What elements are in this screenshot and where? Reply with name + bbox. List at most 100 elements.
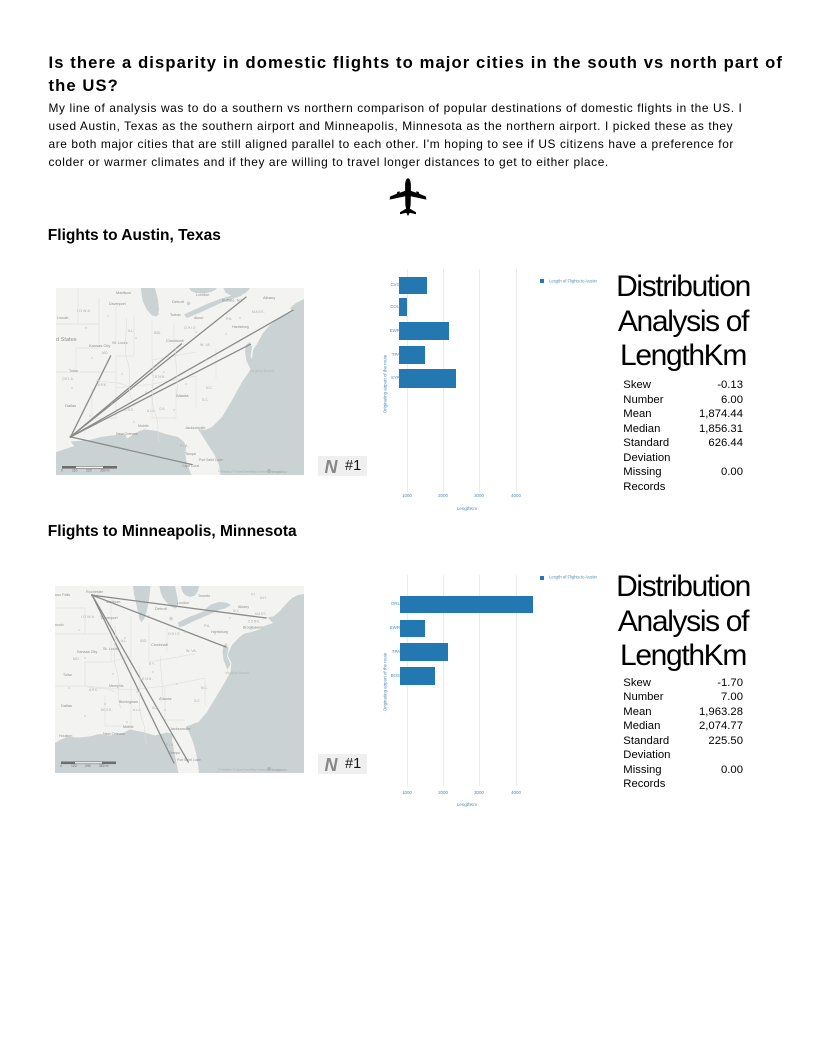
svg-text:N.C.: N.C. bbox=[206, 386, 213, 390]
svg-text:Tampa: Tampa bbox=[185, 452, 196, 456]
svg-text:0: 0 bbox=[60, 764, 62, 768]
svg-text:CONN.: CONN. bbox=[248, 619, 261, 623]
svg-text:Port Saint Lucie: Port Saint Lucie bbox=[199, 458, 223, 462]
svg-text:N.Y.: N.Y. bbox=[233, 609, 239, 613]
svg-text:Lincoln: Lincoln bbox=[57, 316, 68, 320]
svg-text:IOWA: IOWA bbox=[81, 615, 95, 619]
svg-text:KY.: KY. bbox=[149, 662, 156, 666]
svg-text:Atlanta: Atlanta bbox=[176, 393, 189, 398]
svg-text:Detroit: Detroit bbox=[155, 606, 168, 611]
svg-text:Buffalo, N.Y.: Buffalo, N.Y. bbox=[222, 298, 244, 303]
svg-text:Birmingham: Birmingham bbox=[119, 700, 138, 704]
svg-text:360 m: 360 m bbox=[99, 764, 109, 768]
svg-text:Tulsa: Tulsa bbox=[69, 369, 78, 373]
svg-text:Jacksonville: Jacksonville bbox=[170, 727, 190, 731]
svg-text:IOWA: IOWA bbox=[77, 309, 91, 313]
svg-text:IND.: IND. bbox=[154, 331, 161, 335]
svg-text:Mobile: Mobile bbox=[138, 424, 149, 428]
svg-text:Harrisburg: Harrisburg bbox=[232, 325, 249, 329]
svg-text:ALA.: ALA. bbox=[133, 708, 143, 712]
svg-text:P.A.: P.A. bbox=[226, 317, 232, 321]
svg-text:d States: d States bbox=[56, 337, 77, 343]
svg-text:Akron: Akron bbox=[194, 316, 203, 320]
svg-text:ILL.: ILL. bbox=[128, 329, 134, 333]
svg-text:St. Louis: St. Louis bbox=[103, 647, 118, 651]
svg-text:IND.: IND. bbox=[140, 639, 147, 643]
svg-text:OKLA.: OKLA. bbox=[62, 377, 75, 381]
svg-text:W. VA.: W. VA. bbox=[200, 343, 211, 347]
svg-text:120: 120 bbox=[71, 764, 77, 768]
svg-text:GA.: GA. bbox=[159, 407, 167, 411]
svg-text:Houston: Houston bbox=[59, 734, 72, 738]
svg-text:Cape Coral: Cape Coral bbox=[182, 464, 199, 468]
svg-text:Virginia Beach: Virginia Beach bbox=[225, 671, 249, 675]
svg-text:Madison: Madison bbox=[116, 290, 131, 295]
svg-text:ALA.: ALA. bbox=[147, 409, 157, 413]
svg-text:TENN.: TENN. bbox=[152, 375, 167, 379]
svg-text:Albany: Albany bbox=[263, 295, 275, 300]
svg-text:VT.: VT. bbox=[251, 593, 256, 597]
svg-text:110: 110 bbox=[72, 469, 78, 473]
svg-text:Toledo: Toledo bbox=[170, 313, 181, 317]
svg-text:Dallas: Dallas bbox=[61, 703, 72, 708]
svg-text:Cincinnati: Cincinnati bbox=[166, 338, 184, 343]
svg-text:Davenport: Davenport bbox=[109, 302, 126, 306]
svg-text:N.H.: N.H. bbox=[260, 596, 267, 600]
svg-text:Toronto: Toronto bbox=[198, 594, 210, 598]
svg-text:ILL.: ILL. bbox=[121, 639, 127, 643]
svg-text:FLA.: FLA. bbox=[166, 743, 176, 747]
svg-text:Madison: Madison bbox=[106, 600, 120, 604]
svg-text:Tulsa: Tulsa bbox=[63, 673, 72, 677]
svg-text:Mobile: Mobile bbox=[123, 725, 134, 729]
svg-text:OHIO: OHIO bbox=[168, 632, 180, 636]
svg-text:© Mapbox © OpenStreetMap Impro: © Mapbox © OpenStreetMap Improve this ma… bbox=[218, 768, 281, 772]
svg-text:240: 240 bbox=[85, 764, 91, 768]
svg-text:N.C.: N.C. bbox=[201, 686, 208, 690]
svg-text:Cincinnati: Cincinnati bbox=[151, 643, 168, 647]
svg-text:S.C.: S.C. bbox=[202, 398, 209, 402]
svg-text:© Mapbox © OpenStreetMap Impro: © Mapbox © OpenStreetMap Improve this ma… bbox=[218, 470, 281, 474]
svg-text:Brookhaven: Brookhaven bbox=[243, 626, 262, 630]
svg-text:London: London bbox=[196, 292, 209, 297]
svg-text:Jacksonville: Jacksonville bbox=[185, 426, 205, 430]
svg-text:MASS.: MASS. bbox=[252, 310, 266, 314]
svg-text:MO.: MO. bbox=[73, 657, 79, 661]
svg-text:MISS.: MISS. bbox=[101, 708, 113, 712]
svg-text:Kansas City: Kansas City bbox=[89, 343, 110, 348]
svg-text:S.C.: S.C. bbox=[194, 699, 201, 703]
svg-text:Rochester: Rochester bbox=[86, 590, 104, 594]
svg-text:Davenport: Davenport bbox=[101, 616, 118, 620]
svg-text:Dallas: Dallas bbox=[65, 403, 76, 408]
svg-text:oux Falls: oux Falls bbox=[55, 593, 70, 597]
svg-text:New Orleans: New Orleans bbox=[103, 732, 125, 736]
svg-text:Virginia Beach: Virginia Beach bbox=[250, 369, 274, 373]
svg-text:Albany: Albany bbox=[238, 605, 249, 609]
svg-text:mapbox: mapbox bbox=[272, 767, 288, 772]
svg-text:mapbox: mapbox bbox=[272, 469, 288, 474]
svg-text:St. Louis: St. Louis bbox=[112, 340, 128, 345]
svg-text:P.A.: P.A. bbox=[204, 624, 210, 628]
svg-text:330 m: 330 m bbox=[100, 469, 110, 473]
svg-text:New Orleans: New Orleans bbox=[116, 432, 138, 436]
svg-text:TENN.: TENN. bbox=[139, 677, 154, 681]
svg-text:OHIO: OHIO bbox=[184, 326, 196, 330]
svg-text:MO.: MO. bbox=[102, 351, 108, 355]
svg-text:ncoln: ncoln bbox=[55, 623, 64, 627]
svg-text:ARK.: ARK. bbox=[89, 688, 99, 692]
svg-text:MISS.: MISS. bbox=[123, 408, 135, 412]
svg-text:W. VA.: W. VA. bbox=[186, 649, 197, 653]
svg-text:Detroit: Detroit bbox=[172, 299, 185, 304]
svg-text:Harrisburg: Harrisburg bbox=[211, 630, 228, 634]
svg-text:Tampa: Tampa bbox=[169, 751, 180, 755]
svg-text:0: 0 bbox=[61, 469, 63, 473]
svg-text:220: 220 bbox=[86, 469, 92, 473]
svg-text:Memphis: Memphis bbox=[109, 684, 124, 688]
svg-text:MASS.: MASS. bbox=[255, 612, 267, 616]
svg-text:ARK.: ARK. bbox=[98, 383, 108, 387]
svg-text:Port Saint Lucie: Port Saint Lucie bbox=[177, 758, 201, 762]
svg-text:Kansas City: Kansas City bbox=[77, 650, 97, 654]
svg-text:GA.: GA. bbox=[152, 706, 160, 710]
svg-text:London: London bbox=[177, 601, 189, 605]
svg-text:Atlanta: Atlanta bbox=[159, 696, 172, 701]
svg-text:FLA.: FLA. bbox=[180, 444, 190, 448]
